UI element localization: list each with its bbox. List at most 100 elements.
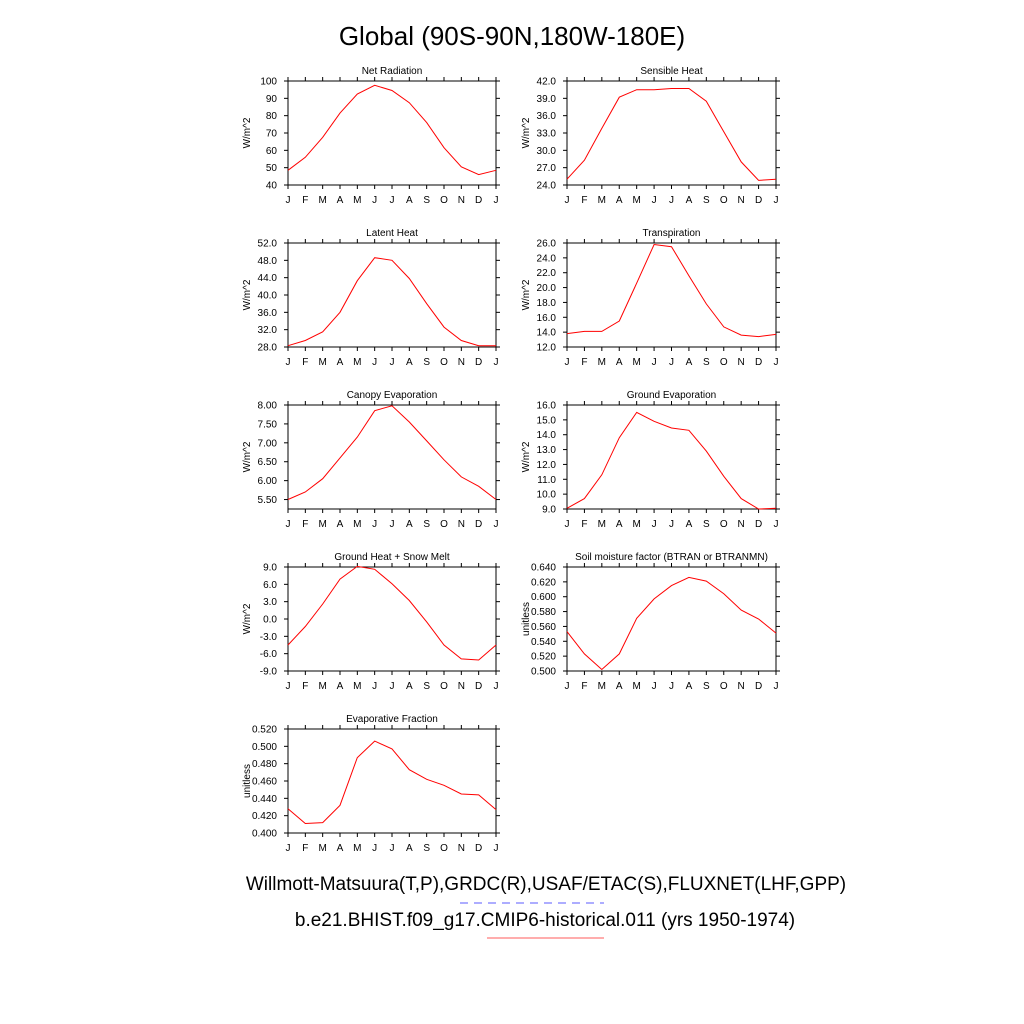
x-tick-label: J — [774, 357, 779, 368]
x-tick-label: A — [406, 195, 413, 206]
x-tick-label: M — [632, 357, 640, 368]
x-tick-label: A — [406, 681, 413, 692]
x-tick-label: A — [337, 843, 344, 854]
y-tick-label: 0.440 — [252, 794, 277, 805]
y-axis-label: unitless — [521, 602, 532, 636]
y-tick-label: 12.0 — [537, 460, 557, 471]
x-tick-label: A — [686, 519, 693, 530]
x-tick-label: J — [372, 519, 377, 530]
x-tick-label: A — [406, 519, 413, 530]
x-tick-label: M — [353, 519, 361, 530]
x-tick-label: S — [423, 843, 430, 854]
y-tick-label: 0.620 — [531, 577, 556, 588]
x-tick-label: M — [353, 681, 361, 692]
y-tick-label: 22.0 — [537, 268, 557, 279]
panel-title: Sensible Heat — [640, 66, 702, 77]
panel-title: Ground Heat + Snow Melt — [334, 552, 450, 563]
x-tick-label: N — [458, 519, 465, 530]
x-tick-label: D — [475, 843, 482, 854]
plot-frame — [287, 80, 497, 186]
y-axis-label: unitless — [242, 764, 253, 798]
x-tick-label: O — [440, 195, 448, 206]
panel-title: Soil moisture factor (BTRAN or BTRANMN) — [575, 552, 768, 563]
panel-title: Ground Evaporation — [627, 390, 717, 401]
x-tick-label: D — [755, 357, 762, 368]
series-line — [566, 243, 777, 338]
x-tick-label: O — [440, 357, 448, 368]
y-tick-label: 60 — [266, 146, 278, 157]
y-tick-label: 0.400 — [252, 829, 277, 840]
x-tick-label: S — [703, 681, 710, 692]
y-tick-label: 5.50 — [258, 495, 278, 506]
x-tick-label: F — [302, 519, 308, 530]
x-tick-label: J — [652, 681, 657, 692]
x-tick-label: M — [598, 357, 606, 368]
x-tick-label: J — [494, 519, 499, 530]
x-tick-label: F — [302, 843, 308, 854]
y-tick-label: 14.0 — [537, 328, 557, 339]
x-tick-label: M — [632, 681, 640, 692]
x-tick-label: F — [581, 681, 587, 692]
plot-frame — [287, 728, 497, 834]
plot-frame — [566, 566, 777, 672]
y-tick-label: 0.480 — [252, 759, 277, 770]
y-tick-label: 26.0 — [537, 239, 557, 250]
x-tick-label: J — [390, 519, 395, 530]
y-tick-label: 20.0 — [537, 283, 557, 294]
x-tick-label: J — [372, 843, 377, 854]
panel-title: Canopy Evaporation — [347, 390, 438, 401]
y-tick-label: 6.00 — [258, 476, 278, 487]
y-tick-label: 100 — [260, 77, 277, 88]
plot-frame — [287, 242, 497, 348]
y-tick-label: 0.640 — [531, 563, 556, 574]
series-line — [287, 565, 497, 661]
panel-title: Net Radiation — [362, 66, 423, 77]
x-tick-label: J — [286, 519, 291, 530]
y-tick-label: 30.0 — [537, 146, 557, 157]
panel-title: Transpiration — [643, 228, 701, 239]
x-tick-label: O — [720, 195, 728, 206]
y-tick-label: 0.520 — [252, 725, 277, 736]
x-tick-label: M — [598, 681, 606, 692]
x-tick-label: A — [616, 357, 623, 368]
y-tick-label: 70 — [266, 129, 278, 140]
x-tick-label: M — [598, 519, 606, 530]
x-tick-label: N — [458, 843, 465, 854]
x-tick-label: M — [632, 195, 640, 206]
x-tick-label: M — [353, 843, 361, 854]
y-tick-label: 52.0 — [258, 239, 278, 250]
y-tick-label: 0.420 — [252, 811, 277, 822]
x-tick-label: J — [652, 195, 657, 206]
y-tick-label: -3.0 — [260, 632, 278, 643]
x-tick-label: A — [406, 357, 413, 368]
plot-frame — [566, 80, 777, 186]
x-tick-label: J — [565, 357, 570, 368]
y-tick-label: 16.0 — [537, 313, 557, 324]
x-tick-label: N — [458, 681, 465, 692]
x-tick-label: O — [720, 357, 728, 368]
x-tick-label: S — [423, 681, 430, 692]
legend-model-text: b.e21.BHIST.f09_g17.CMIP6-historical.011… — [295, 910, 795, 931]
x-tick-label: F — [302, 681, 308, 692]
y-tick-label: 0.500 — [531, 667, 556, 678]
series-line — [287, 84, 497, 176]
x-tick-label: D — [475, 357, 482, 368]
x-tick-label: J — [372, 195, 377, 206]
y-axis-label: W/m^2 — [521, 279, 532, 310]
y-tick-label: 50 — [266, 163, 278, 174]
x-tick-label: M — [353, 357, 361, 368]
x-tick-label: J — [390, 681, 395, 692]
y-tick-label: -9.0 — [260, 667, 278, 678]
x-tick-label: M — [598, 195, 606, 206]
x-tick-label: J — [286, 195, 291, 206]
x-tick-label: N — [738, 681, 745, 692]
x-tick-label: O — [720, 681, 728, 692]
x-tick-label: J — [390, 843, 395, 854]
